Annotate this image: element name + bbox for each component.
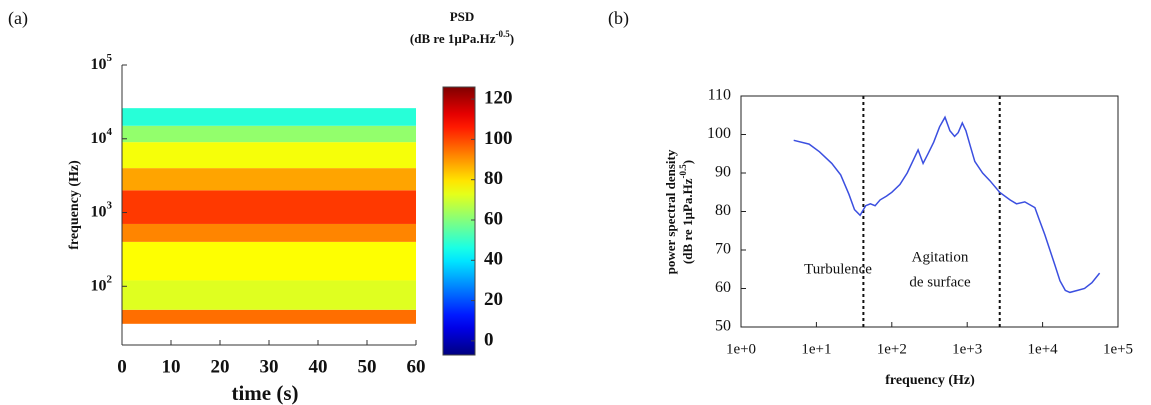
- spectrogram-band: [122, 280, 416, 310]
- annotation: Turbulence: [804, 261, 872, 277]
- spectrogram-band: [122, 108, 416, 126]
- colorbar: [442, 86, 476, 356]
- tick-exponent: 2: [107, 273, 113, 285]
- unit-sup: -0.5: [496, 29, 511, 39]
- x-axis-label: time (s): [231, 381, 298, 405]
- y-tick-label: 110: [708, 87, 731, 104]
- x-tick-label: 30: [260, 356, 279, 377]
- tick-base: 10: [91, 277, 107, 294]
- y-tick-label: 105: [91, 52, 113, 73]
- spectrogram-band: [122, 190, 416, 224]
- x-tick-label: 40: [309, 356, 328, 377]
- unit-text: (dB re 1µPa.Hz: [410, 31, 496, 46]
- tick-base: 10: [91, 203, 107, 220]
- x-tick-label: 1e+2: [877, 341, 907, 357]
- spectrogram-band: [122, 142, 416, 169]
- colorbar-title: PSD: [450, 9, 475, 24]
- panel-label: (a): [8, 8, 28, 29]
- x-axis-label: frequency (Hz): [885, 373, 975, 388]
- colorbar-tick-label: 120: [484, 87, 513, 108]
- spectrogram-band: [122, 125, 416, 143]
- y-tick-label: 80: [715, 202, 731, 219]
- colorbar-tick-label: 80: [484, 168, 503, 189]
- y-tick-label: 90: [715, 164, 731, 181]
- x-tick-label: 1e+3: [952, 341, 982, 357]
- y-tick-label: 50: [715, 318, 731, 335]
- psd-line: [793, 115, 1101, 294]
- spectrogram-band: [122, 241, 416, 281]
- unit-text: (dB re 1µPa.Hz: [680, 178, 695, 264]
- y-tick-label: 100: [707, 125, 731, 142]
- y-tick-label: 103: [91, 199, 113, 220]
- x-tick-label: 1e+4: [1028, 341, 1059, 357]
- annotation: Agitation: [912, 249, 969, 265]
- plot-frame: [740, 95, 1119, 328]
- spectrogram-band: [122, 168, 416, 191]
- x-tick-label: 1e+0: [726, 341, 756, 357]
- colorbar-tick-label: 100: [484, 128, 513, 149]
- x-tick-label: 1e+1: [801, 341, 831, 357]
- unit-end: ): [510, 31, 514, 46]
- x-tick-label: 1e+5: [1103, 341, 1133, 357]
- unit-end: ): [680, 160, 695, 164]
- tick-base: 10: [91, 56, 107, 73]
- unit-sup: -0.5: [678, 164, 688, 179]
- tick-base: 10: [91, 129, 107, 146]
- colorbar-tick-label: 40: [484, 249, 503, 270]
- spectrogram-band: [122, 223, 416, 242]
- colorbar-unit: (dB re 1µPa.Hz-0.5): [410, 29, 514, 46]
- x-tick-label: 50: [358, 356, 377, 377]
- x-tick-label: 20: [211, 356, 230, 377]
- tick-exponent: 3: [107, 199, 113, 211]
- y-tick-label: 60: [715, 279, 731, 296]
- x-tick-label: 0: [117, 356, 127, 377]
- y-tick-label: 104: [91, 125, 113, 146]
- y-axis-unit: (dB re 1µPa.Hz-0.5): [678, 160, 695, 264]
- colorbar-tick-label: 20: [484, 289, 503, 310]
- x-tick-label: 10: [162, 356, 181, 377]
- y-tick-label: 102: [91, 273, 113, 294]
- y-axis-label: frequency (Hz): [67, 160, 82, 250]
- colorbar-tick-label: 0: [484, 329, 494, 350]
- panel-label: (b): [608, 8, 629, 29]
- y-axis-label: power spectral density: [663, 149, 678, 274]
- colorbar-tick-label: 60: [484, 208, 503, 229]
- x-tick-label: 60: [407, 356, 426, 377]
- tick-exponent: 4: [107, 125, 113, 137]
- y-tick-label: 70: [715, 241, 731, 258]
- spectrogram-band: [122, 309, 416, 324]
- tick-exponent: 5: [107, 52, 113, 64]
- annotation: de surface: [909, 274, 971, 290]
